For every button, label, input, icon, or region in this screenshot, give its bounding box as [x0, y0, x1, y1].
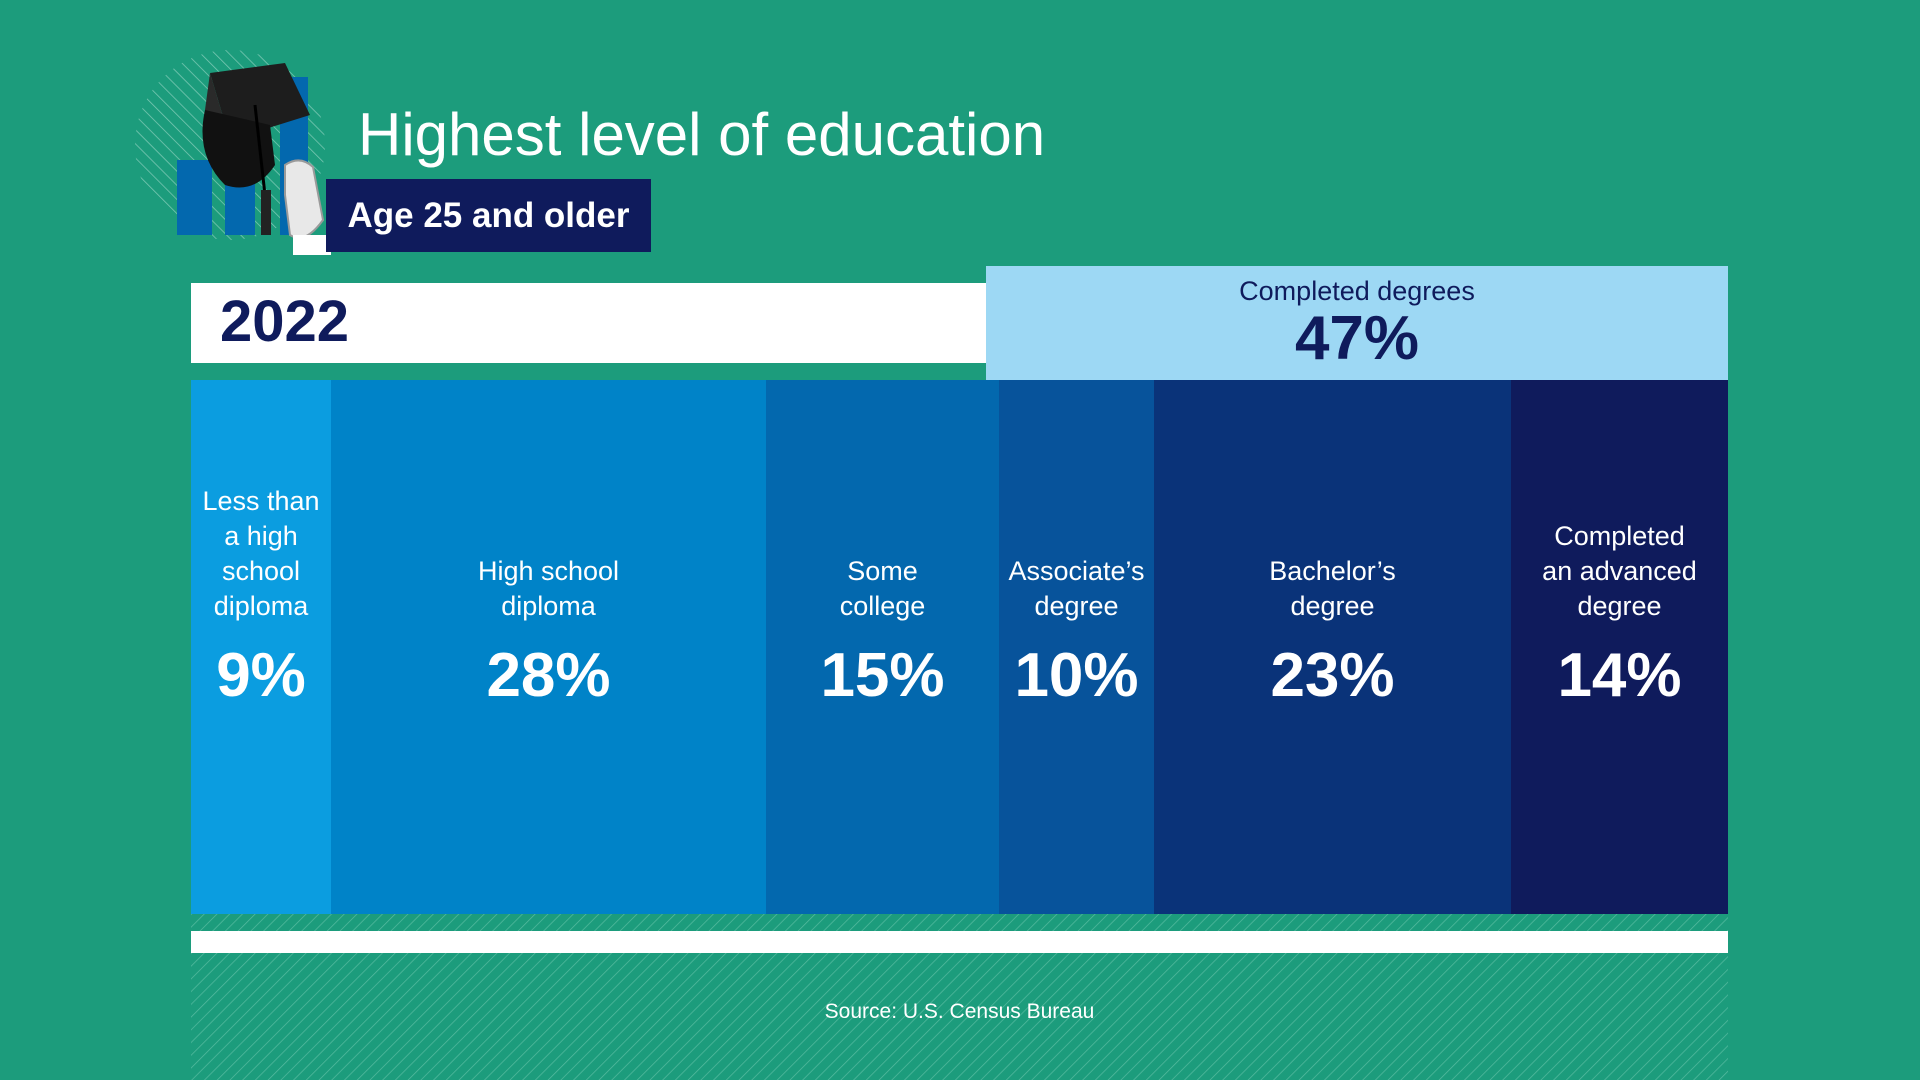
- year-label: 2022: [220, 289, 350, 354]
- bar-category-label: Associate’s degree: [999, 554, 1154, 624]
- bar-category-label-line: Some: [847, 556, 918, 586]
- bar-category-label: Completed an advanced degree: [1511, 519, 1728, 624]
- hatch-strip: [191, 914, 1728, 931]
- bar-segment: Completed an advanced degree 14%: [1511, 380, 1728, 914]
- completed-degrees-label: Completed degrees: [1239, 276, 1475, 306]
- bar-category-label-line: diploma: [501, 591, 596, 621]
- graduation-cap-icon: [135, 50, 331, 255]
- bar-category-label: Some college: [766, 554, 999, 624]
- bar-category-label-line: an advanced: [1542, 556, 1697, 586]
- bar-category-label-line: a high: [224, 521, 298, 551]
- bar-category-label-line: degree: [1577, 591, 1662, 621]
- bar-segment: Bachelor’s degree 23%: [1154, 380, 1511, 914]
- bar-value-label: 10%: [1014, 641, 1139, 710]
- completed-degrees-value: 47%: [1294, 304, 1420, 373]
- bar-segment: High school diploma 28%: [331, 380, 766, 914]
- source-note: Source: U.S. Census Bureau: [824, 1000, 1095, 1023]
- bar-category-label-line: degree: [1290, 591, 1375, 621]
- bar-category-label-line: Completed: [1554, 521, 1685, 551]
- bar-value-label: 28%: [486, 641, 611, 710]
- bar-category-label: High school diploma: [331, 554, 766, 624]
- footer-hatch: [191, 953, 1728, 1080]
- bar-category-label-line: Associate’s: [1008, 556, 1145, 586]
- bar-category-label-line: diploma: [213, 591, 309, 621]
- chart-title: Highest level of education: [358, 101, 1046, 168]
- bar-category-label: Less than a high school diploma: [191, 484, 331, 624]
- bar-value-label: 23%: [1270, 641, 1395, 710]
- bar-category-label-line: school: [221, 556, 301, 586]
- bar-category-label-line: college: [839, 591, 926, 621]
- bar-segment: Some college 15%: [766, 380, 999, 914]
- bar-category-label-line: High school: [477, 556, 620, 586]
- bar-value-label: 14%: [1557, 641, 1682, 710]
- bar-value-label: 9%: [216, 641, 306, 710]
- bar-category-label-line: degree: [1034, 591, 1119, 621]
- bar-category-label-line: Less than: [202, 486, 320, 516]
- subtitle-badge: Age 25 and older: [326, 179, 651, 252]
- bar-category-label-line: Bachelor’s: [1269, 556, 1396, 586]
- bar-category-label: Bachelor’s degree: [1154, 554, 1511, 624]
- year-band: [191, 283, 986, 363]
- bar-value-label: 15%: [820, 641, 945, 710]
- bar-chart: Less than a high school diploma 9% High schoo…: [191, 380, 1728, 914]
- bar-segment: Associate’s degree 10%: [999, 380, 1154, 914]
- completed-degrees-box: [986, 266, 1728, 380]
- bar-segment: Less than a high school diploma 9%: [191, 380, 331, 914]
- divider-band: [191, 931, 1728, 953]
- chart-subtitle: Age 25 and older: [347, 195, 630, 235]
